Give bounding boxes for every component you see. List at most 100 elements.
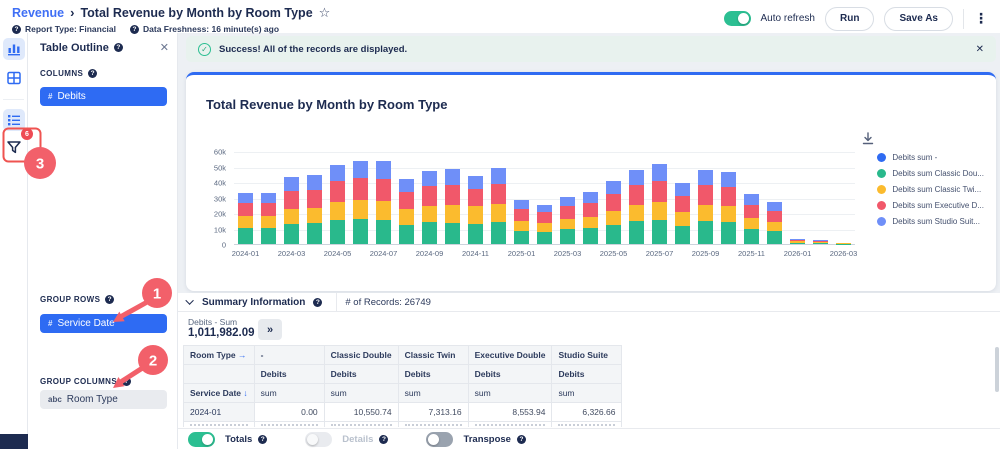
- details-toggle[interactable]: [305, 432, 332, 447]
- bar-segment[interactable]: [445, 185, 460, 205]
- bar-segment[interactable]: [606, 194, 621, 210]
- bar-segment[interactable]: [629, 221, 644, 244]
- bar-segment[interactable]: [675, 226, 690, 244]
- help-icon[interactable]: [313, 298, 322, 307]
- bar-segment[interactable]: [744, 205, 759, 218]
- bar-segment[interactable]: [583, 192, 598, 203]
- bar-segment[interactable]: [767, 222, 782, 231]
- bar-segment[interactable]: [514, 221, 529, 231]
- bar-segment[interactable]: [330, 181, 345, 202]
- columns-chip-debits[interactable]: # Debits: [40, 87, 167, 106]
- bar-segment[interactable]: [238, 203, 253, 216]
- help-icon[interactable]: [88, 69, 97, 78]
- bar-2024-08[interactable]: [399, 179, 414, 244]
- collapse-caret-icon[interactable]: [185, 296, 193, 304]
- help-icon[interactable]: [105, 295, 114, 304]
- bar-2025-06[interactable]: [629, 170, 644, 244]
- bar-segment[interactable]: [629, 205, 644, 221]
- bar-segment[interactable]: [422, 186, 437, 205]
- bar-segment[interactable]: [284, 191, 299, 209]
- bar-segment[interactable]: [376, 201, 391, 219]
- legend-item[interactable]: Debits sum Classic Twi...: [877, 185, 984, 194]
- help-icon[interactable]: [114, 43, 123, 52]
- download-icon[interactable]: [860, 131, 876, 147]
- bar-segment[interactable]: [353, 219, 368, 244]
- bar-segment[interactable]: [491, 204, 506, 222]
- bar-segment[interactable]: [238, 228, 253, 244]
- outline-panel-button[interactable]: [3, 109, 25, 131]
- bar-2025-05[interactable]: [606, 181, 621, 244]
- favorite-star-icon[interactable]: [319, 4, 331, 22]
- bar-segment[interactable]: [284, 209, 299, 224]
- help-icon[interactable]: [379, 435, 388, 444]
- bar-segment[interactable]: [606, 181, 621, 194]
- bar-segment[interactable]: [537, 223, 552, 232]
- bar-segment[interactable]: [261, 193, 276, 203]
- expand-metrics-button[interactable]: [258, 319, 282, 340]
- bar-segment[interactable]: [721, 172, 736, 187]
- bar-segment[interactable]: [399, 192, 414, 209]
- legend-item[interactable]: Debits sum Classic Dou...: [877, 169, 984, 178]
- bar-2025-04[interactable]: [583, 192, 598, 244]
- bar-2025-11[interactable]: [744, 194, 759, 244]
- bar-segment[interactable]: [698, 185, 713, 205]
- bar-segment[interactable]: [491, 222, 506, 244]
- transpose-toggle[interactable]: [426, 432, 453, 447]
- help-icon[interactable]: [12, 25, 21, 34]
- bar-segment[interactable]: [813, 243, 828, 244]
- legend-item[interactable]: Debits sum -: [877, 153, 984, 162]
- bar-segment[interactable]: [445, 205, 460, 223]
- bar-segment[interactable]: [583, 228, 598, 244]
- bar-segment[interactable]: [744, 229, 759, 244]
- bar-segment[interactable]: [468, 206, 483, 224]
- table-view-button[interactable]: [3, 67, 25, 89]
- bar-segment[interactable]: [675, 212, 690, 226]
- bar-segment[interactable]: [353, 200, 368, 219]
- bar-segment[interactable]: [261, 228, 276, 244]
- bar-segment[interactable]: [606, 225, 621, 244]
- breadcrumb-root-link[interactable]: Revenue: [12, 6, 64, 20]
- bar-2026-03[interactable]: [836, 243, 851, 244]
- close-panel-icon[interactable]: [160, 41, 169, 54]
- bar-2024-03[interactable]: [284, 177, 299, 244]
- help-icon[interactable]: [258, 435, 267, 444]
- bar-segment[interactable]: [560, 206, 575, 219]
- banner-close-icon[interactable]: [976, 44, 984, 55]
- bar-segment[interactable]: [491, 168, 506, 184]
- bar-segment[interactable]: [399, 209, 414, 225]
- bar-segment[interactable]: [514, 200, 529, 209]
- bar-segment[interactable]: [583, 217, 598, 229]
- bar-segment[interactable]: [422, 171, 437, 186]
- bar-segment[interactable]: [560, 229, 575, 244]
- bar-2026-02[interactable]: [813, 240, 828, 244]
- bar-segment[interactable]: [330, 220, 345, 244]
- chart-view-button[interactable]: [3, 38, 25, 60]
- group-columns-chip-room-type[interactable]: abc Room Type: [40, 390, 167, 409]
- bar-segment[interactable]: [307, 175, 322, 190]
- bar-segment[interactable]: [399, 225, 414, 244]
- bar-2024-01[interactable]: [238, 193, 253, 244]
- save-as-button[interactable]: Save As: [884, 7, 953, 31]
- bar-segment[interactable]: [445, 223, 460, 244]
- bar-segment[interactable]: [537, 205, 552, 213]
- bar-2025-08[interactable]: [675, 183, 690, 244]
- bar-2025-12[interactable]: [767, 202, 782, 244]
- group-rows-chip-service-date[interactable]: # Service Date: [40, 314, 167, 333]
- bar-segment[interactable]: [675, 196, 690, 212]
- filters-button[interactable]: [3, 136, 25, 158]
- help-icon[interactable]: [130, 25, 139, 34]
- bar-segment[interactable]: [330, 165, 345, 181]
- bar-segment[interactable]: [468, 189, 483, 206]
- bar-segment[interactable]: [445, 169, 460, 185]
- bar-segment[interactable]: [422, 206, 437, 222]
- bar-segment[interactable]: [560, 197, 575, 206]
- bar-segment[interactable]: [514, 231, 529, 244]
- bar-2025-07[interactable]: [652, 164, 667, 244]
- bar-segment[interactable]: [652, 181, 667, 202]
- bar-segment[interactable]: [675, 183, 690, 196]
- help-icon[interactable]: [517, 435, 526, 444]
- bar-segment[interactable]: [767, 202, 782, 211]
- bar-segment[interactable]: [284, 224, 299, 244]
- bar-2025-09[interactable]: [698, 170, 713, 244]
- legend-item[interactable]: Debits sum Studio Suit...: [877, 217, 984, 226]
